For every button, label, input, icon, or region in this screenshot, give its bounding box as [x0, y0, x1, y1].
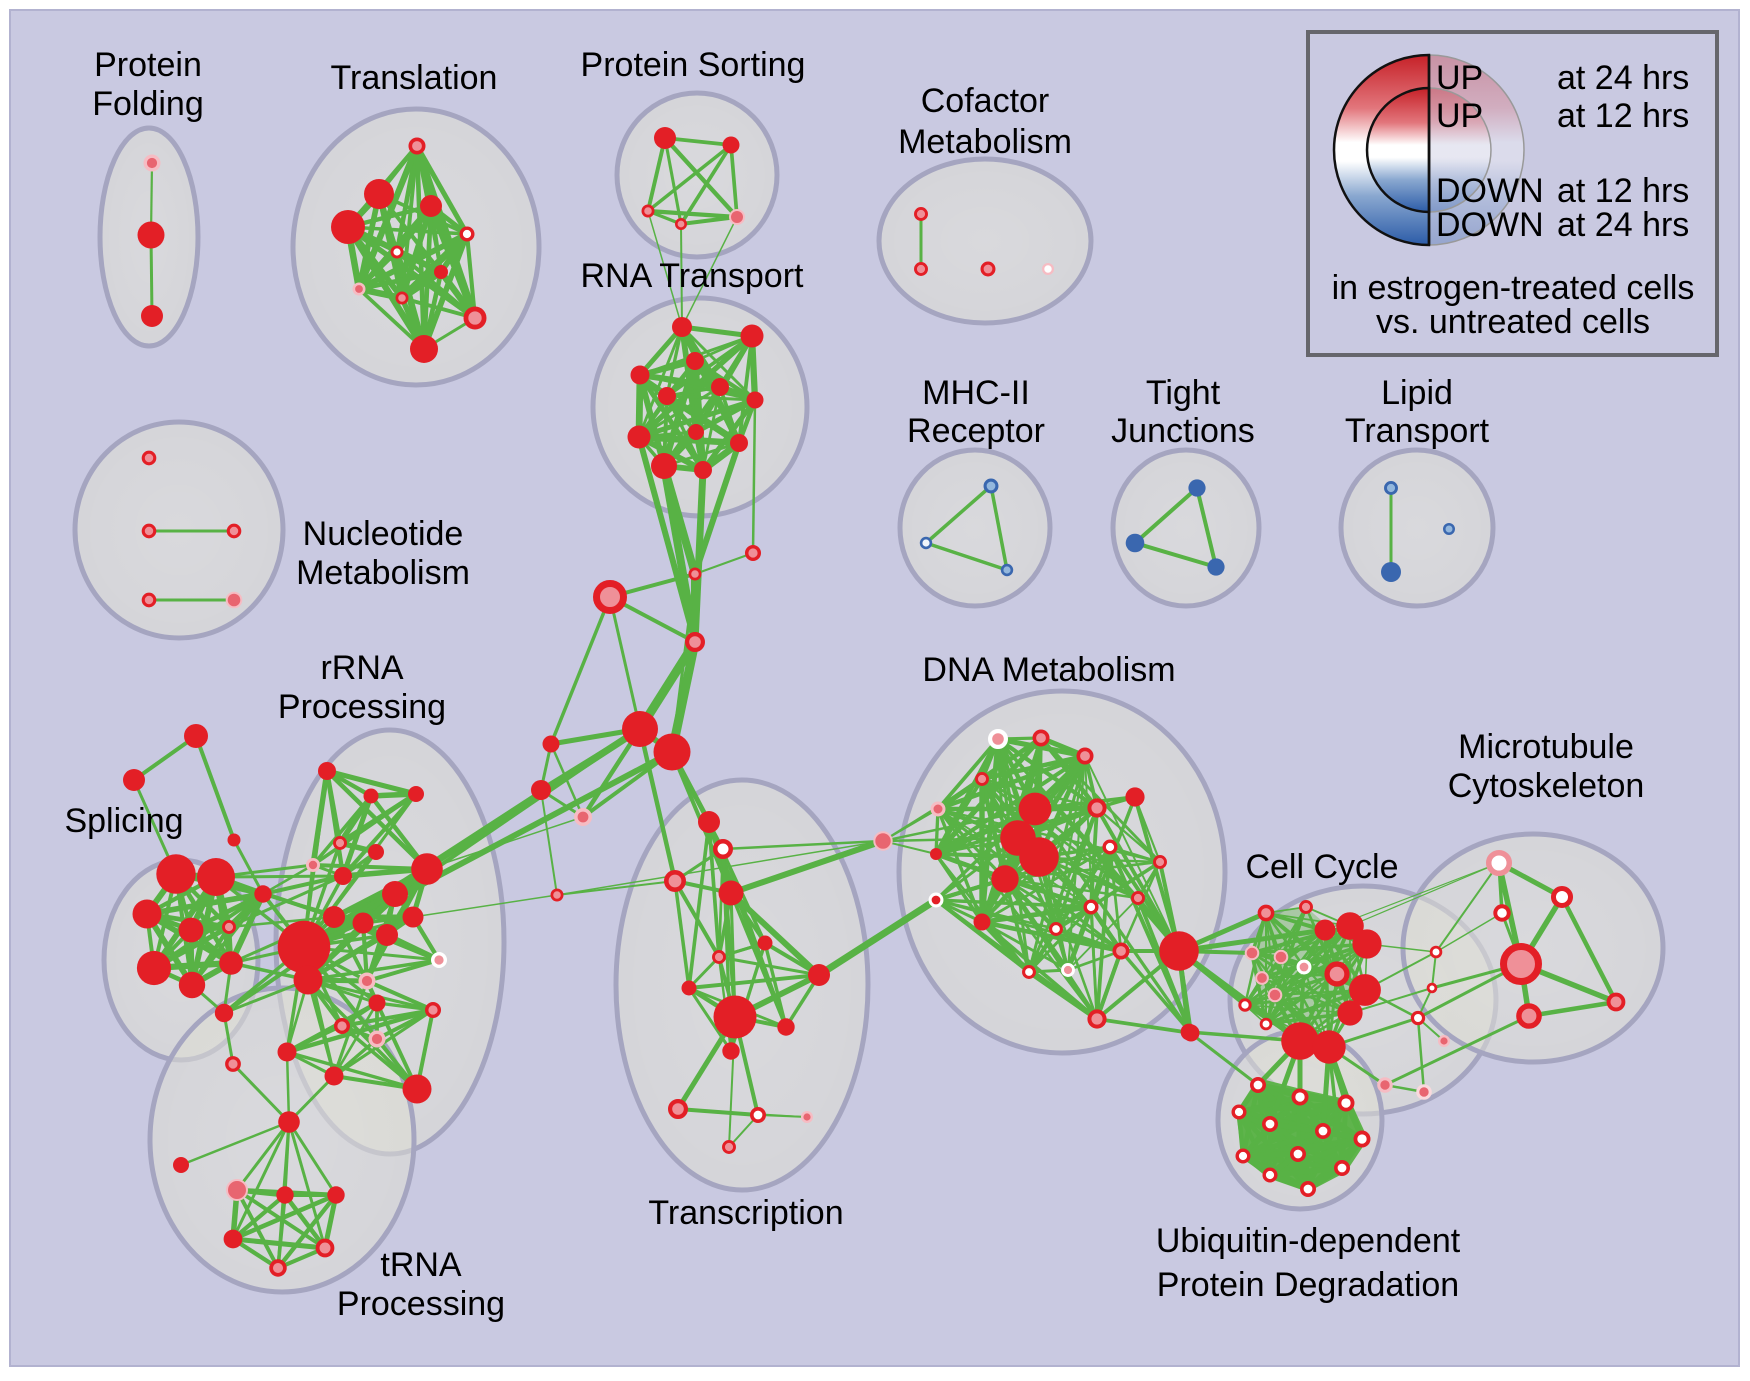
svg-text:Transcription: Transcription [648, 1194, 843, 1232]
svg-text:Nucleotide: Nucleotide [303, 515, 464, 553]
svg-text:DNA Metabolism: DNA Metabolism [922, 651, 1175, 689]
svg-text:at 24 hrs: at 24 hrs [1557, 59, 1689, 97]
svg-text:Transport: Transport [1345, 412, 1490, 450]
svg-text:DOWN: DOWN [1436, 206, 1544, 244]
svg-text:at 12 hrs: at 12 hrs [1557, 172, 1689, 210]
svg-text:Folding: Folding [92, 85, 204, 123]
svg-text:tRNA: tRNA [380, 1246, 462, 1284]
svg-text:Translation: Translation [331, 59, 498, 97]
svg-text:Protein: Protein [94, 46, 202, 84]
svg-text:Protein Degradation: Protein Degradation [1157, 1266, 1459, 1304]
svg-text:Microtubule: Microtubule [1458, 728, 1634, 766]
svg-text:Processing: Processing [337, 1285, 505, 1323]
svg-text:at 12 hrs: at 12 hrs [1557, 97, 1689, 135]
svg-text:Cell Cycle: Cell Cycle [1245, 848, 1398, 886]
svg-text:UP: UP [1436, 97, 1483, 135]
svg-text:Splicing: Splicing [64, 802, 183, 840]
svg-text:Ubiquitin-dependent: Ubiquitin-dependent [1156, 1222, 1461, 1260]
svg-text:rRNA: rRNA [320, 649, 403, 687]
svg-text:Cofactor: Cofactor [921, 82, 1050, 120]
svg-text:Junctions: Junctions [1111, 412, 1255, 450]
svg-text:Lipid: Lipid [1381, 374, 1453, 412]
svg-text:DOWN: DOWN [1436, 172, 1544, 210]
svg-text:Metabolism: Metabolism [898, 123, 1072, 161]
svg-text:Processing: Processing [278, 688, 446, 726]
svg-text:Metabolism: Metabolism [296, 554, 470, 592]
svg-text:MHC-II: MHC-II [922, 374, 1030, 412]
svg-text:in estrogen-treated cells: in estrogen-treated cells [1332, 269, 1695, 307]
svg-text:vs. untreated cells: vs. untreated cells [1376, 303, 1650, 341]
svg-text:UP: UP [1436, 59, 1483, 97]
svg-text:Tight: Tight [1146, 374, 1221, 412]
svg-text:Receptor: Receptor [907, 412, 1045, 450]
svg-text:at 24 hrs: at 24 hrs [1557, 206, 1689, 244]
svg-text:Cytoskeleton: Cytoskeleton [1448, 767, 1645, 805]
svg-text:RNA Transport: RNA Transport [581, 257, 805, 295]
svg-text:Protein Sorting: Protein Sorting [581, 46, 806, 84]
